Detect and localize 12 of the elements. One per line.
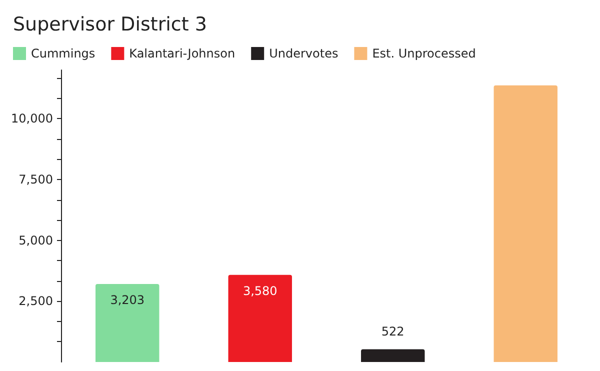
y-tick-label: 2,500	[18, 294, 53, 308]
legend-label: Est. Unprocessed	[372, 46, 476, 60]
chart-title: Supervisor District 3	[13, 14, 207, 36]
legend-label: Undervotes	[269, 46, 338, 60]
data-label: 522	[381, 324, 404, 338]
data-label: 3,580	[242, 284, 278, 298]
data-label: 3,203	[110, 293, 145, 308]
y-tick-label: 7,500	[18, 172, 53, 186]
legend-label: Cummings	[31, 46, 96, 60]
legend-label: Kalantari-Johnson	[129, 46, 236, 60]
y-tick-label: 10,000	[10, 112, 53, 126]
y-tick-label: 5,000	[18, 233, 53, 248]
